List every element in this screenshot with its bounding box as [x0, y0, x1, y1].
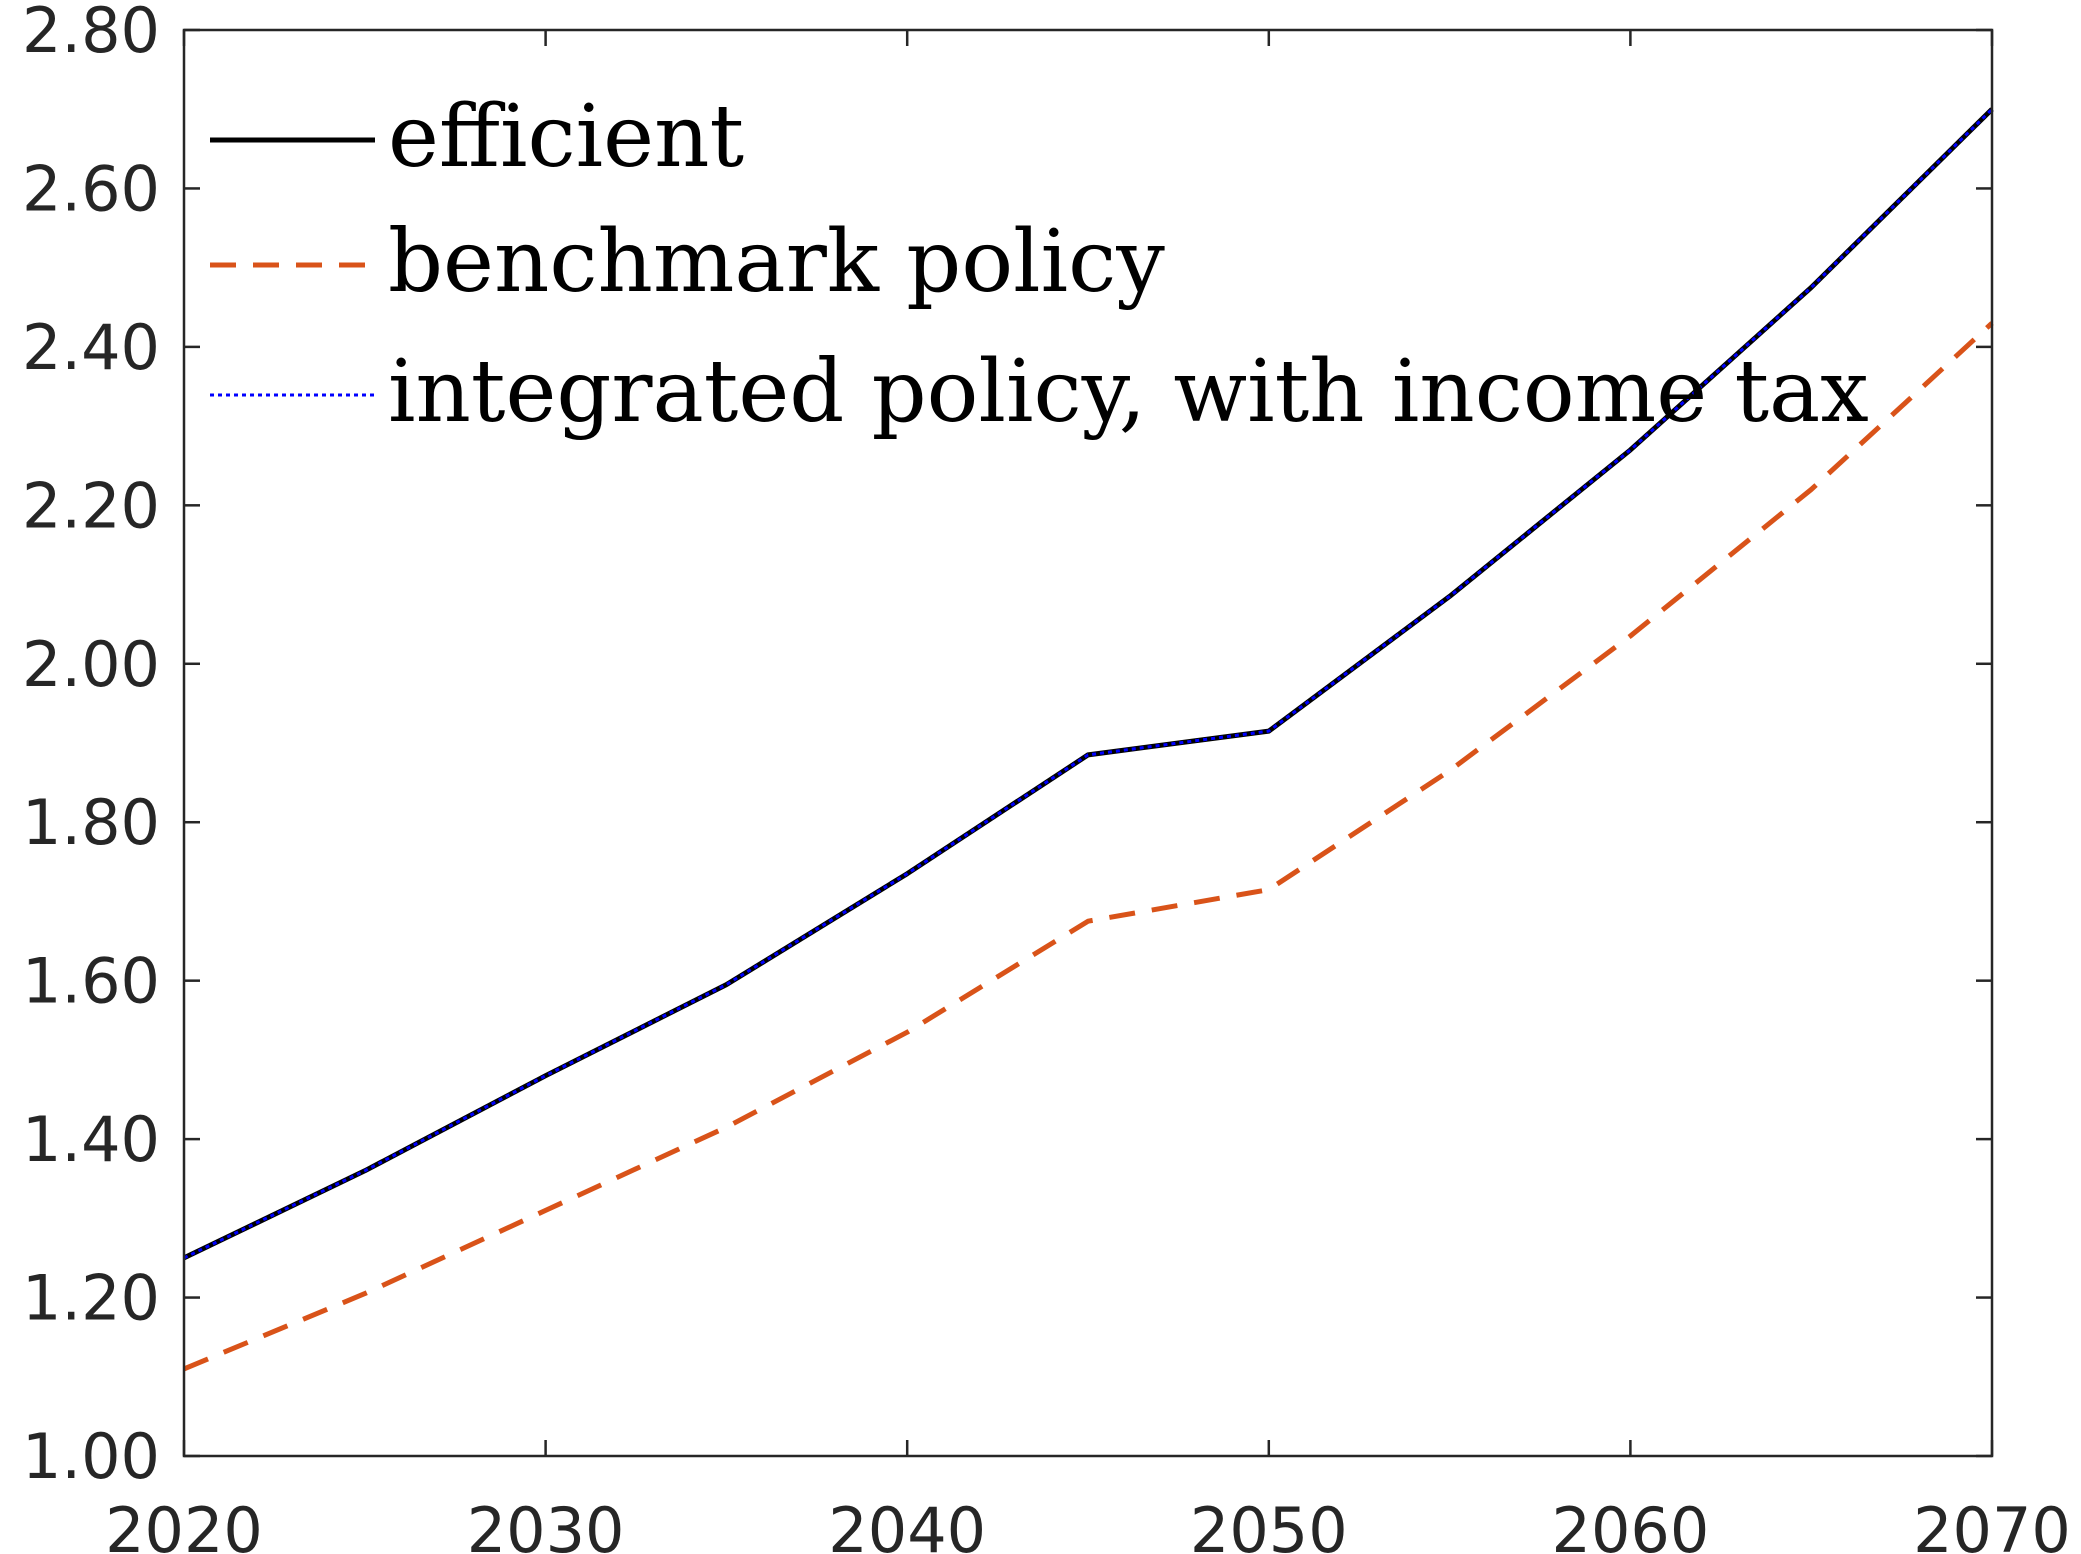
y-tick-label: 2.40 — [22, 311, 160, 384]
series-layer — [182, 107, 1994, 1372]
series-line-2 — [183, 321, 1994, 1372]
legend-label-1: efficient — [388, 87, 744, 187]
y-tick-label: 2.60 — [22, 152, 160, 225]
y-tick-label: 1.20 — [22, 1262, 160, 1335]
y-tick-label: 2.00 — [22, 628, 160, 701]
legend: efficient benchmark policy integrated poli… — [210, 87, 1869, 442]
y-tick-label: 1.00 — [22, 1420, 160, 1493]
series-line-3 — [183, 108, 1994, 1260]
legend-label-3: integrated policy, with income tax — [388, 342, 1869, 442]
x-tick-label: 2060 — [1552, 1494, 1710, 1554]
y-tick-label: 1.40 — [22, 1103, 160, 1176]
x-tick-label: 2040 — [828, 1494, 986, 1554]
axes-layer: 2020 2030 2040 2050 2060 2070 1.00 1.20 1.40 1.60… — [22, 0, 2071, 1554]
x-tick-label: 2070 — [1913, 1494, 2071, 1554]
legend-label-2: benchmark policy — [388, 212, 1165, 312]
y-tick-label: 2.80 — [22, 0, 160, 67]
x-tick-label: 2050 — [1190, 1494, 1348, 1554]
y-tick-label: 1.60 — [22, 945, 160, 1018]
plot-frame — [182, 28, 1994, 1458]
y-tick-label: 2.20 — [22, 469, 160, 542]
y-tick-label: 1.80 — [22, 786, 160, 859]
x-tick-label: 2030 — [467, 1494, 625, 1554]
x-tick-label: 2020 — [105, 1494, 263, 1554]
